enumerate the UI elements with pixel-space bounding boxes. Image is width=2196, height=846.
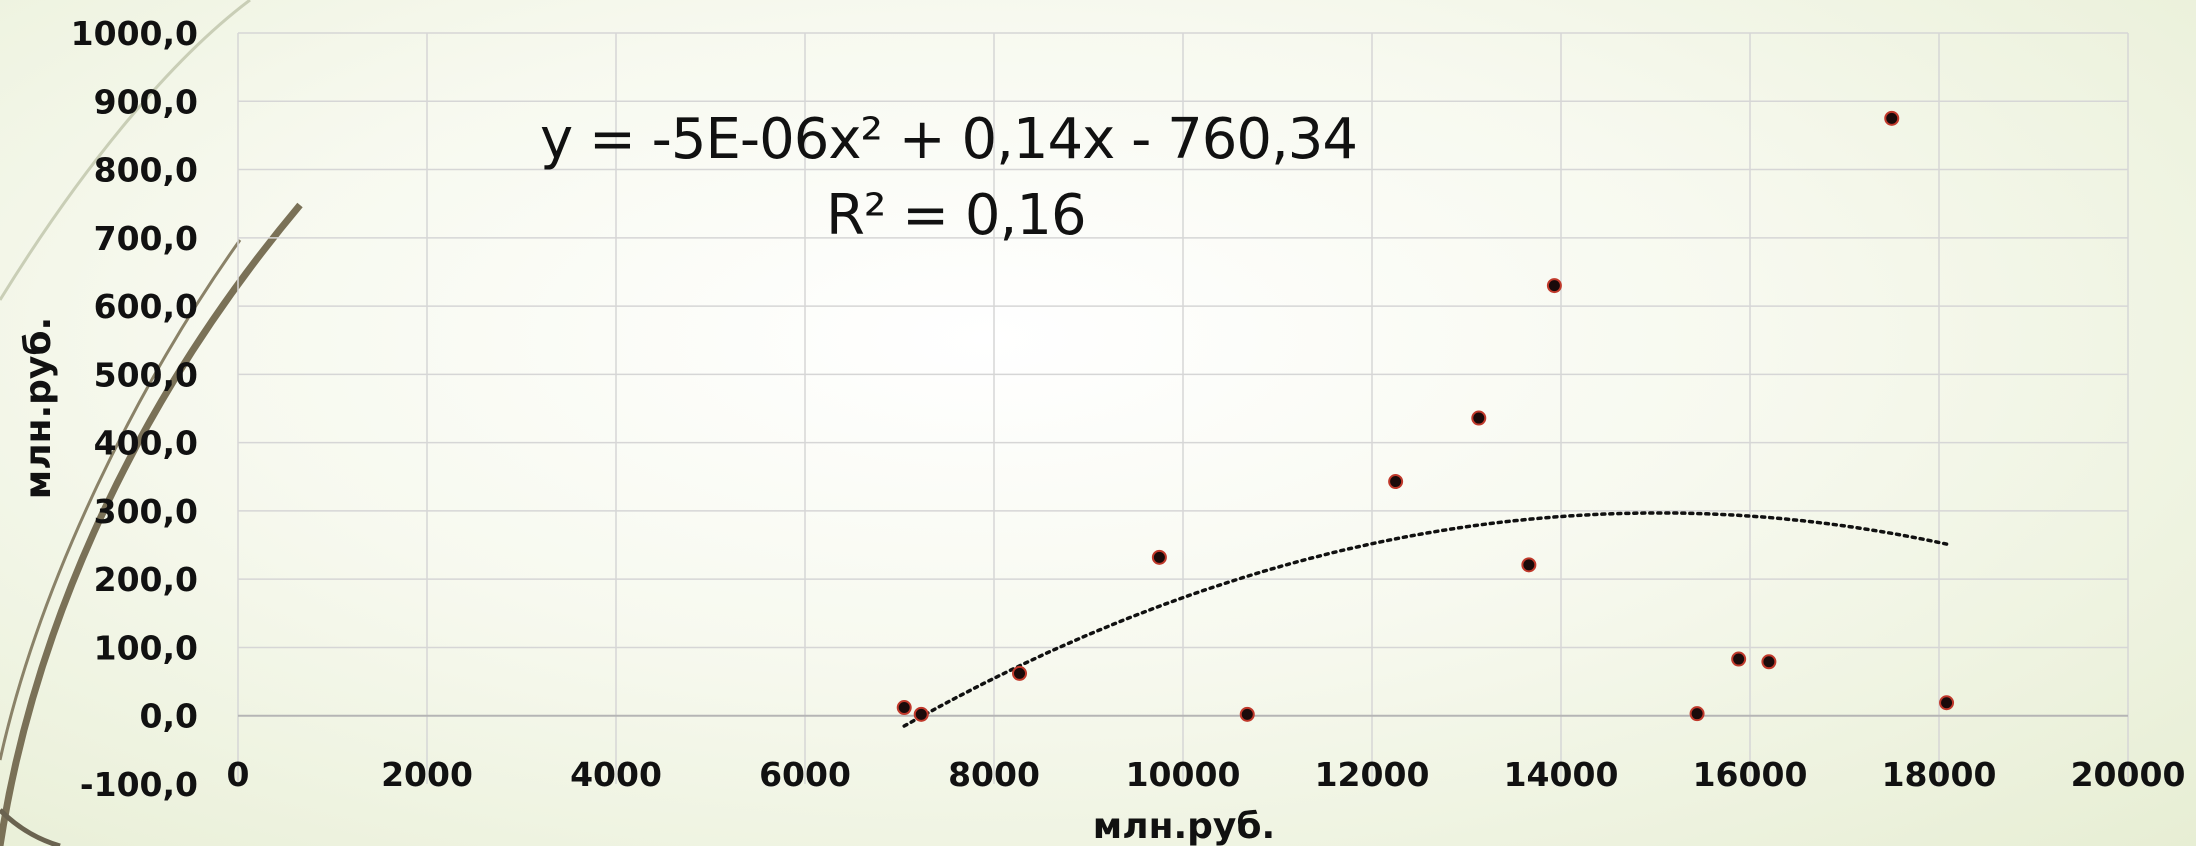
background-decoration	[0, 0, 303, 846]
data-point	[1151, 549, 1167, 565]
y-tick-label: 500,0	[94, 355, 198, 394]
decorative-stroke-3	[0, 0, 251, 301]
data-point	[1884, 110, 1900, 126]
y-axis-title: млн.руб.	[18, 317, 59, 499]
x-tick-label: 20000	[2071, 755, 2186, 794]
y-tick-label: 0,0	[140, 697, 198, 736]
data-point	[1761, 654, 1777, 670]
x-tick-label: 16000	[1693, 755, 1808, 794]
data-point	[1471, 410, 1487, 426]
data-point	[1239, 706, 1255, 722]
y-tick-labels: -100,0 0,0 100,0 200,0 300,0 400,0 500,0 600,0 7…	[71, 14, 198, 804]
x-tick-label: 14000	[1504, 755, 1619, 794]
data-point	[1546, 278, 1562, 294]
y-tick-label: 900,0	[94, 82, 198, 121]
y-tick-label: 700,0	[94, 219, 198, 258]
trendline-equation: y = -5E-06x² + 0,14x - 760,34	[540, 107, 1357, 172]
x-tick-label: 0	[227, 755, 250, 794]
r-squared-label: R² = 0,16	[826, 183, 1086, 248]
y-tick-label: 600,0	[94, 287, 198, 326]
data-point	[1521, 557, 1537, 573]
grid-lines	[237, 32, 2129, 784]
decorative-stroke-1	[0, 202, 303, 846]
data-points	[896, 110, 1955, 722]
data-point	[1012, 665, 1028, 681]
data-point	[913, 706, 929, 722]
x-axis-title: млн.руб.	[1093, 806, 1275, 846]
y-tick-label: 300,0	[94, 492, 198, 531]
y-tick-label: 200,0	[94, 560, 198, 599]
y-tick-label: 1000,0	[71, 14, 198, 53]
x-tick-label: 6000	[759, 755, 851, 794]
y-tick-label: 400,0	[94, 424, 198, 463]
x-tick-label: 18000	[1882, 755, 1997, 794]
trendline-curve	[902, 511, 1949, 728]
x-tick-label: 12000	[1315, 755, 1430, 794]
y-tick-label: -100,0	[80, 765, 198, 804]
y-tick-label: 100,0	[94, 628, 198, 667]
x-tick-label: 10000	[1126, 755, 1241, 794]
x-tick-label: 8000	[948, 755, 1040, 794]
data-point	[1939, 695, 1955, 711]
y-tick-label: 800,0	[94, 151, 198, 190]
data-point	[896, 700, 912, 716]
trendline	[902, 511, 1949, 728]
decorative-stroke-4	[0, 808, 61, 846]
data-point	[1689, 706, 1705, 722]
x-tick-label: 4000	[570, 755, 662, 794]
decorative-stroke-2	[0, 239, 242, 761]
x-tick-label: 2000	[381, 755, 473, 794]
x-tick-labels: 0 2000 4000 6000 8000 10000 12000 14000 16000 180…	[227, 755, 2186, 794]
data-point	[1731, 651, 1747, 667]
data-point	[1388, 474, 1404, 490]
